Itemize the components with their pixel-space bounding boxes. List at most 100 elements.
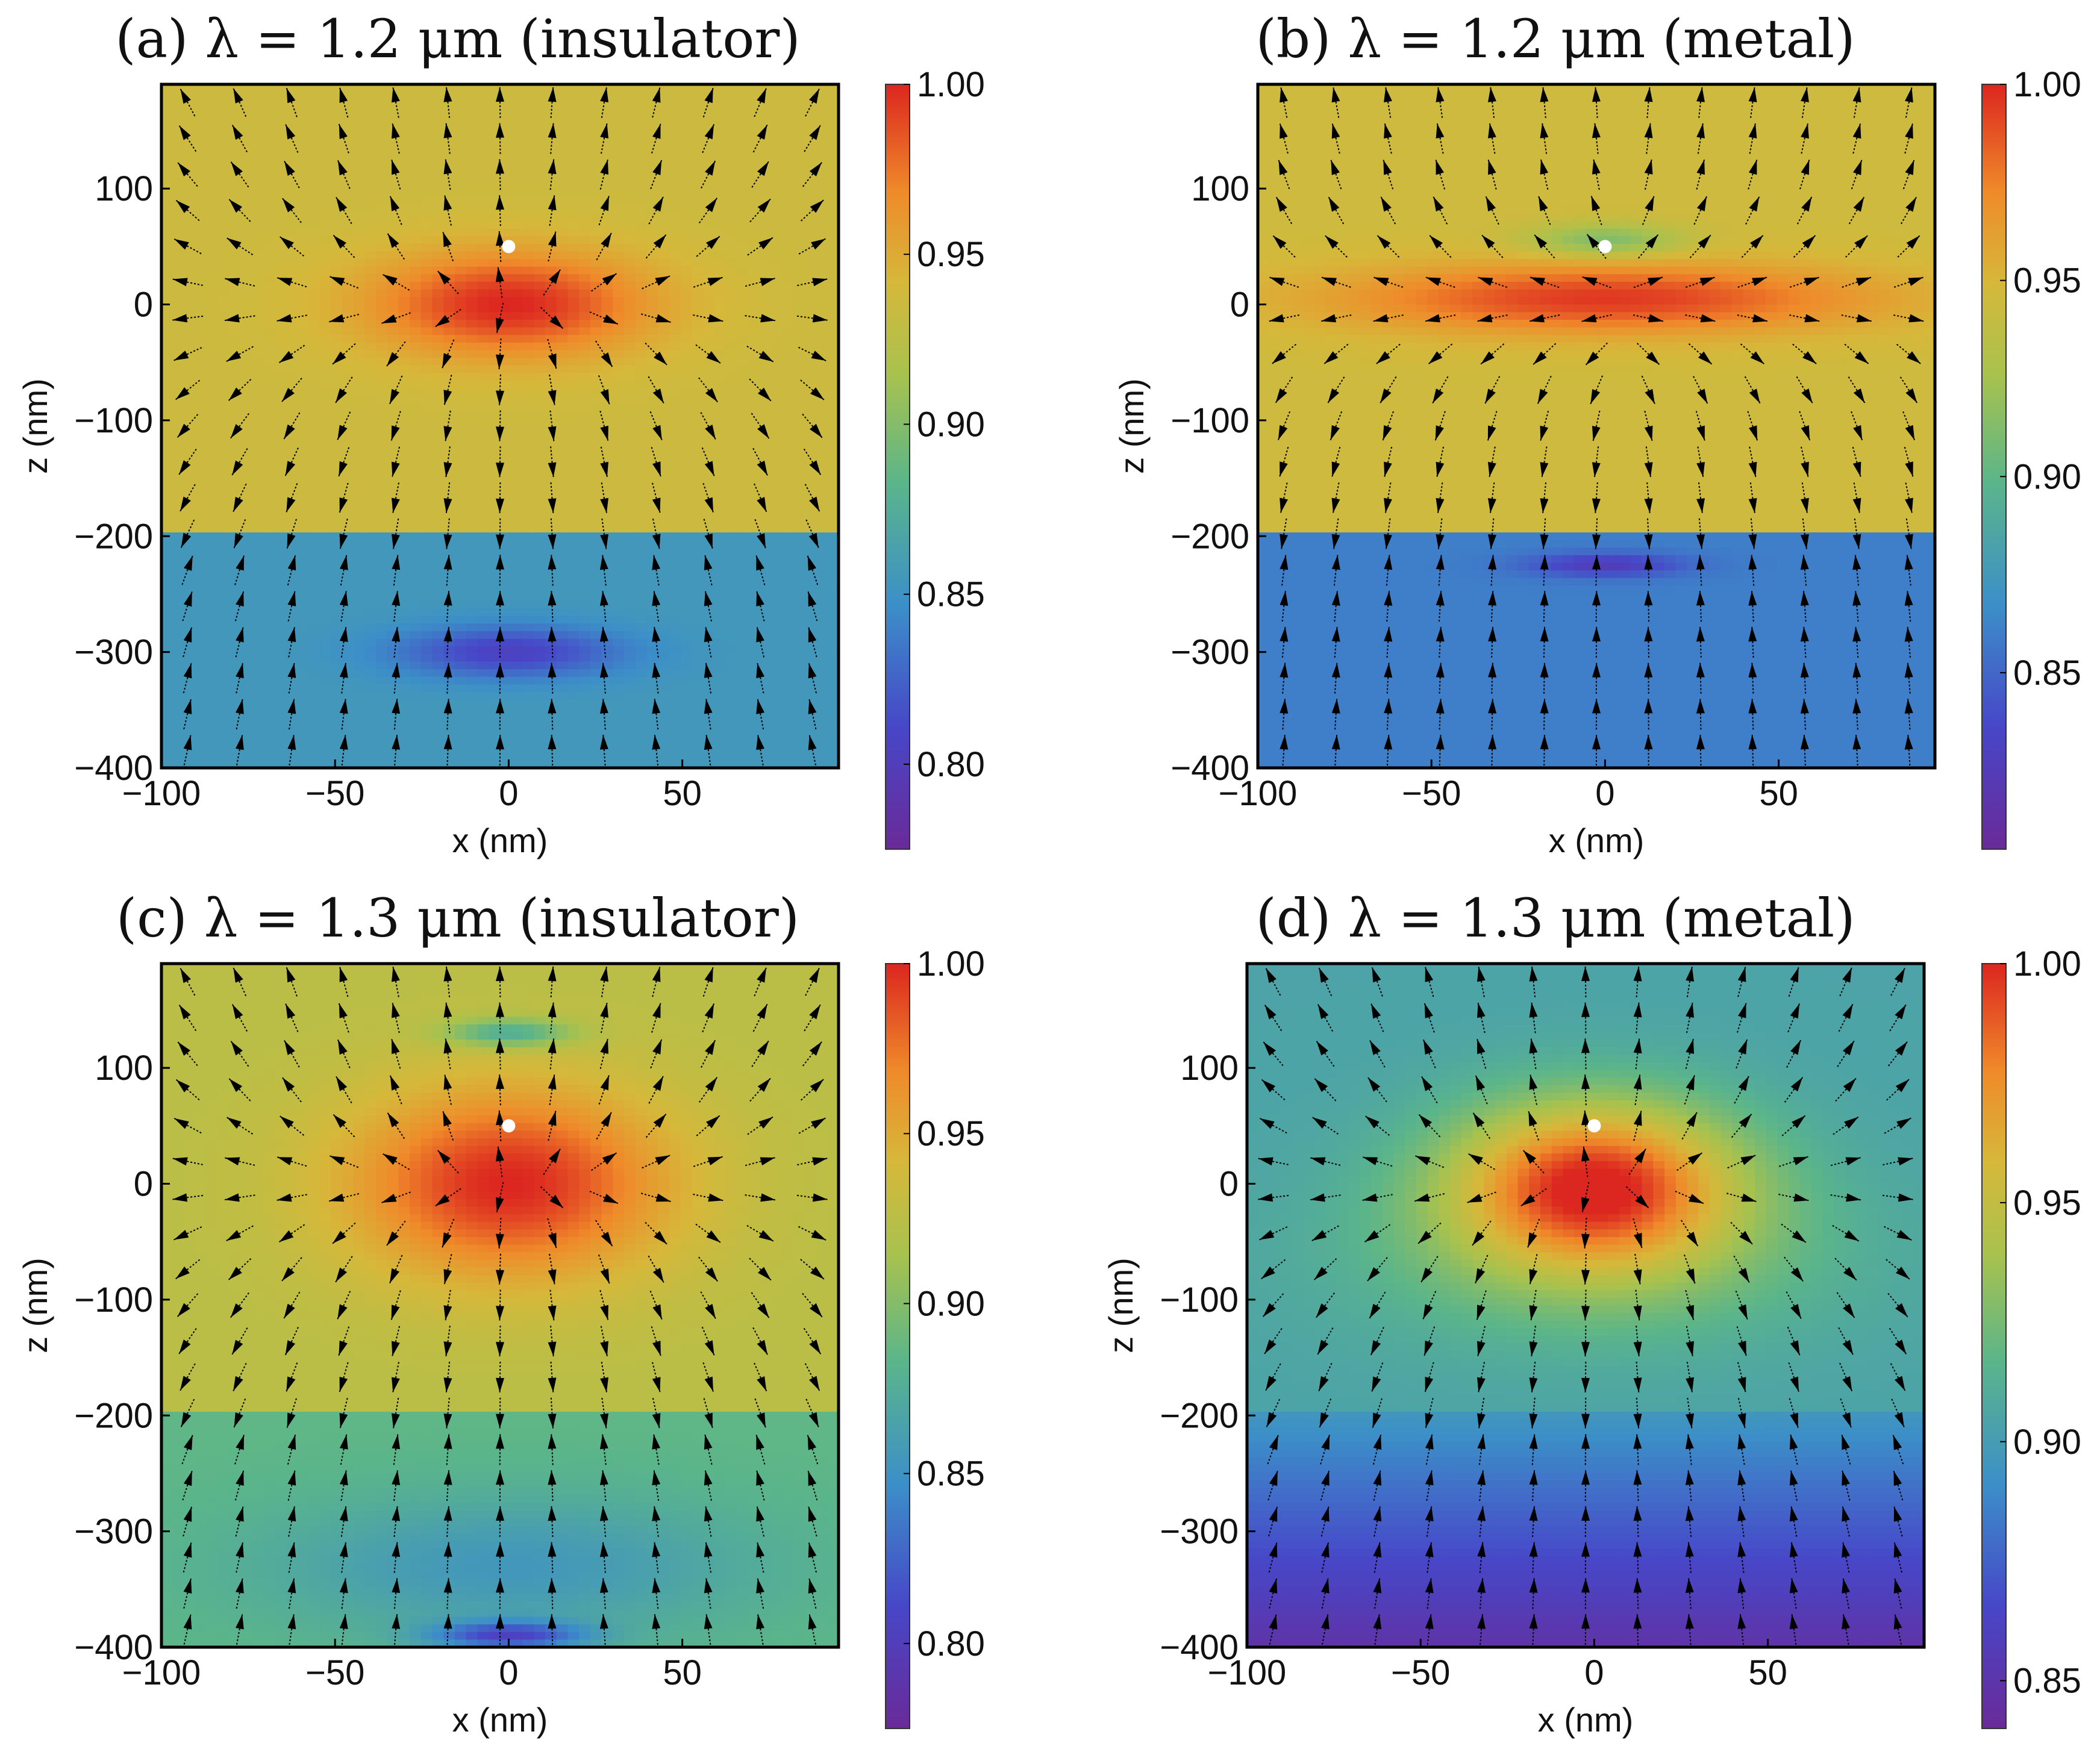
heatmap-cell [692, 472, 704, 479]
heatmap-cell [681, 722, 693, 730]
heatmap-cell [229, 328, 241, 335]
heatmap-cell [669, 730, 681, 738]
heatmap-cell [478, 472, 490, 479]
heatmap-cell [522, 290, 534, 298]
heatmap-cell [297, 411, 309, 419]
heatmap-cell [511, 441, 523, 449]
heatmap-cell [331, 692, 343, 700]
heatmap-cell [714, 350, 727, 358]
heatmap-cell [286, 692, 298, 700]
heatmap-cell [376, 563, 388, 571]
heatmap-cell [567, 677, 580, 685]
heatmap-cell [308, 525, 320, 532]
heatmap-cell [760, 479, 772, 487]
heatmap-cell [398, 639, 410, 647]
heatmap-cell [489, 730, 501, 738]
heatmap-cell [703, 145, 715, 153]
heatmap-cell [613, 183, 625, 191]
heatmap-cell [636, 593, 648, 601]
heatmap-cell [308, 122, 320, 130]
heatmap-cell [466, 168, 478, 176]
heatmap-cell [658, 213, 670, 221]
heatmap-cell [579, 502, 591, 510]
heatmap-cell [771, 396, 783, 404]
heatmap-cell [161, 502, 173, 510]
heatmap-cell [466, 654, 478, 662]
heatmap-cell [748, 479, 760, 487]
heatmap-cell [466, 722, 478, 730]
heatmap-cell [342, 358, 354, 366]
heatmap-cell [760, 259, 772, 267]
heatmap-cell [466, 137, 478, 145]
heatmap-cell [478, 114, 490, 122]
heatmap-cell [613, 419, 625, 426]
heatmap-cell [455, 305, 467, 313]
heatmap-cell [714, 753, 727, 761]
heatmap-cell [567, 160, 580, 168]
heatmap-cell [522, 244, 534, 252]
heatmap-cell [263, 563, 275, 571]
heatmap-cell [410, 532, 422, 540]
heatmap-cell [455, 160, 467, 168]
heatmap-cell [602, 229, 614, 237]
heatmap-cell [195, 684, 207, 692]
heatmap-cell [714, 259, 727, 267]
heatmap-cell [433, 290, 445, 298]
heatmap-cell [602, 547, 614, 555]
heatmap-cell [636, 494, 648, 502]
heatmap-cell [669, 290, 681, 298]
heatmap-cell [737, 396, 749, 404]
heatmap-cell [364, 229, 377, 237]
heatmap-cell [240, 510, 252, 517]
heatmap-cell [534, 631, 546, 639]
heatmap-cell [737, 601, 749, 609]
heatmap-cell [567, 335, 580, 343]
heatmap-cell [398, 92, 410, 100]
heatmap-cell [703, 525, 715, 532]
heatmap-cell [353, 525, 365, 532]
heatmap-cell [579, 236, 591, 244]
heatmap-cell [478, 99, 490, 107]
heatmap-cell [353, 411, 365, 419]
heatmap-cell [714, 404, 727, 411]
heatmap-cell [286, 585, 298, 593]
heatmap-cell [263, 722, 275, 730]
heatmap-cell [534, 328, 546, 335]
heatmap-cell [692, 137, 704, 145]
heatmap-cell [207, 206, 219, 214]
heatmap-cell [545, 373, 557, 381]
heatmap-cell [218, 373, 230, 381]
heatmap-cell [274, 730, 286, 738]
heatmap-cell [207, 92, 219, 100]
heatmap-cell [331, 404, 343, 411]
heatmap-cell [579, 487, 591, 494]
heatmap-cell [522, 684, 534, 692]
heatmap-cell [669, 251, 681, 259]
heatmap-cell [319, 335, 331, 343]
heatmap-cell [590, 434, 602, 441]
heatmap-cell [681, 464, 693, 472]
heatmap-cell [229, 585, 241, 593]
heatmap-cell [297, 114, 309, 122]
heatmap-cell [240, 654, 252, 662]
heatmap-cell [567, 206, 580, 214]
heatmap-cell [263, 517, 275, 525]
heatmap-cell [522, 328, 534, 335]
heatmap-cell [274, 585, 286, 593]
heatmap-cell [511, 137, 523, 145]
heatmap-cell [624, 472, 636, 479]
heatmap-cell [173, 335, 185, 343]
heatmap-cell [319, 555, 331, 563]
heatmap-cell [522, 404, 534, 411]
heatmap-cell [218, 449, 230, 457]
heatmap-cell [489, 722, 501, 730]
heatmap-cell [726, 479, 738, 487]
heatmap-cell [658, 585, 670, 593]
heatmap-cell [567, 366, 580, 373]
heatmap-cell [692, 290, 704, 298]
heatmap-cell [274, 525, 286, 532]
heatmap-cell [714, 457, 727, 464]
heatmap-cell [410, 396, 422, 404]
heatmap-cell [613, 198, 625, 206]
heatmap-cell [433, 555, 445, 563]
